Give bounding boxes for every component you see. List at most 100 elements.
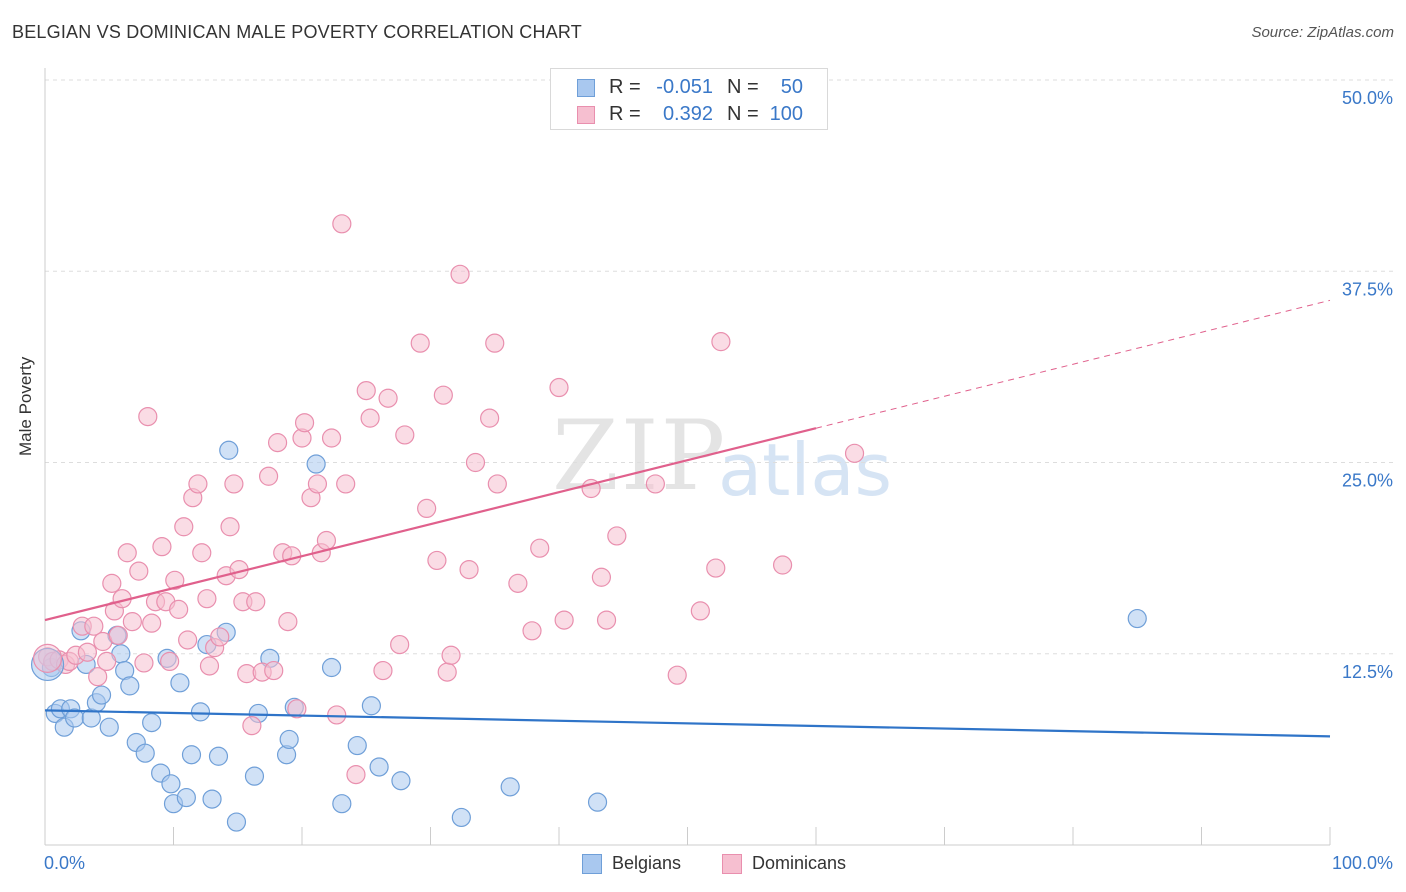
- correlation-legend: R = -0.051 N = 50 R = 0.392 N = 100: [550, 68, 828, 130]
- legend-n-label: N =: [727, 103, 759, 125]
- dominican-point: [108, 625, 128, 645]
- dominican-point: [197, 589, 217, 609]
- legend-r-label: R =: [609, 76, 641, 98]
- dominican-point: [667, 665, 687, 685]
- belgian-point: [181, 745, 202, 765]
- dominican-point: [508, 573, 528, 593]
- legend-row-dominicans: R = 0.392 N = 100: [551, 102, 827, 126]
- dominican-point: [410, 333, 430, 353]
- belgian-point: [190, 702, 211, 722]
- belgian-point: [91, 685, 112, 705]
- tick-labels: 12.5% 25.0% 37.5% 50.0% 0.0% 100.0%: [44, 88, 1393, 873]
- dominican-point: [287, 699, 307, 719]
- x-tick-label: 100.0%: [1332, 853, 1393, 873]
- dominican-point: [152, 537, 172, 557]
- dominican-point: [417, 498, 437, 518]
- dominican-point: [246, 592, 266, 612]
- dominican-point: [549, 377, 569, 398]
- dominican-point: [134, 653, 154, 673]
- dominican-trend-line: [44, 427, 817, 622]
- belgian-point: [120, 676, 140, 696]
- belgian-point: [500, 777, 520, 797]
- dominican-point: [316, 530, 337, 551]
- trend-lines: [44, 299, 1331, 738]
- belgian-point: [347, 735, 367, 756]
- dominican-point: [102, 573, 122, 593]
- dominican-legend-label: Dominicans: [752, 853, 847, 873]
- dominican-point: [360, 408, 380, 428]
- dominican-point: [97, 651, 117, 672]
- dominican-point: [188, 474, 208, 494]
- dominican-point: [522, 621, 542, 641]
- belgian-point: [226, 812, 247, 832]
- belgian-point: [219, 440, 239, 460]
- dominican-point: [390, 634, 410, 655]
- source-credit: Source: ZipAtlas.com: [1251, 24, 1394, 41]
- dominican-point: [224, 474, 244, 494]
- dominican-point: [332, 214, 352, 234]
- dominican-point: [530, 538, 550, 558]
- belgian-trend-line: [44, 709, 1331, 738]
- belgian-point: [321, 657, 342, 678]
- dominican-point: [327, 705, 347, 725]
- dominican-point: [554, 610, 574, 630]
- dominican-point: [706, 558, 726, 578]
- dominican-point: [711, 332, 731, 352]
- y-tick-label: 25.0%: [1342, 471, 1393, 491]
- dominican-point: [450, 264, 470, 284]
- dominican-point: [169, 599, 189, 619]
- legend-r-value: -0.051: [656, 76, 713, 98]
- belgian-point: [176, 787, 196, 808]
- dominican-point: [356, 380, 376, 401]
- belgian-point: [142, 712, 162, 733]
- dominican-swatch: [577, 106, 595, 124]
- belgian-point: [306, 454, 326, 474]
- dominican-point: [373, 660, 393, 681]
- dominican-point: [441, 645, 461, 665]
- dominican-point: [282, 546, 302, 566]
- dominican-point: [437, 662, 457, 682]
- belgian-point: [202, 789, 222, 809]
- belgian-point: [332, 794, 352, 814]
- dominican-point: [84, 616, 104, 636]
- dominican-point: [459, 559, 479, 580]
- dominican-trend-line-extension: [815, 299, 1331, 429]
- axes: [44, 68, 1331, 846]
- dominican-point: [142, 613, 162, 633]
- dominican-point: [485, 333, 505, 353]
- dominican-point: [210, 627, 230, 647]
- legend-n-label: N =: [727, 76, 759, 98]
- belgian-point: [361, 696, 381, 716]
- belgian-point: [279, 729, 299, 750]
- dominican-point: [258, 466, 279, 486]
- dominican-point: [480, 408, 500, 428]
- belgian-point: [451, 807, 471, 828]
- dominican-point: [591, 567, 612, 587]
- dominican-point: [192, 543, 212, 563]
- legend-n-value: 50: [780, 76, 803, 98]
- dominican-point: [346, 765, 366, 785]
- dominican-point: [129, 561, 149, 581]
- belgian-point: [99, 717, 119, 737]
- dominican-point: [395, 425, 415, 445]
- dominican-point: [427, 550, 447, 571]
- legend-n-value: 100: [769, 103, 803, 125]
- dominican-point: [690, 601, 710, 621]
- watermark-zip: ZIP: [552, 400, 728, 512]
- dominican-point-cluster: [32, 643, 63, 673]
- dominican-point: [199, 656, 220, 676]
- dominican-point: [645, 474, 665, 494]
- legend-r-label: R =: [609, 103, 641, 125]
- dominican-point: [336, 474, 356, 494]
- dominican-point: [772, 555, 793, 575]
- dominican-point: [433, 385, 453, 405]
- watermark-atlas: atlas: [718, 428, 892, 512]
- chart-title: BELGIAN VS DOMINICAN MALE POVERTY CORREL…: [12, 22, 582, 42]
- belgian-point-cluster: [30, 647, 65, 682]
- belgian-legend-label: Belgians: [612, 853, 682, 873]
- dominican-point: [465, 452, 486, 473]
- x-tick-label: 0.0%: [44, 853, 85, 873]
- legend-r-value: 0.392: [662, 103, 713, 125]
- dominican-point: [174, 517, 194, 537]
